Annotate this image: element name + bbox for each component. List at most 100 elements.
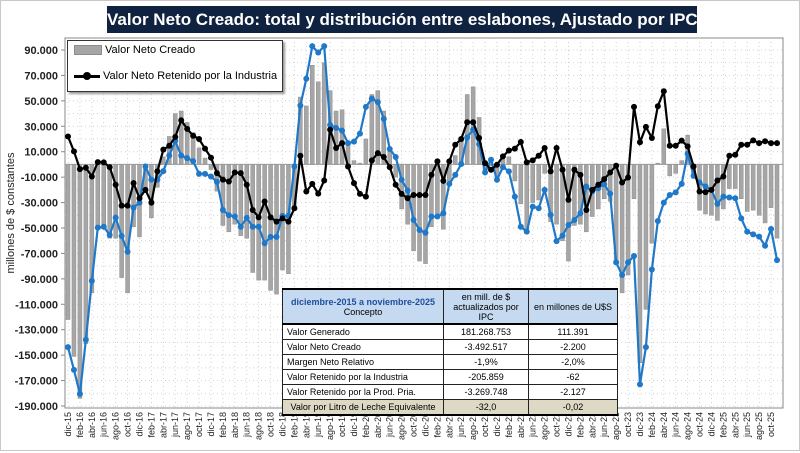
bar-valor-neto-creado: [268, 164, 273, 291]
series-producer-point: [130, 204, 137, 211]
series-industry-point: [714, 177, 721, 184]
bar-valor-neto-creado: [95, 164, 101, 226]
bar-valor-neto-creado: [333, 110, 339, 165]
bar-valor-neto-creado: [464, 94, 470, 165]
row-value-usd: -2.127: [528, 384, 618, 400]
series-producer-point: [565, 221, 572, 228]
series-producer-point: [774, 257, 780, 264]
series-industry-point: [190, 132, 197, 139]
series-producer-point: [166, 152, 173, 159]
x-tick-label: ago-16: [111, 412, 121, 440]
series-industry-point: [684, 143, 691, 150]
series-producer-point: [94, 224, 101, 231]
series-producer-point: [362, 103, 369, 110]
bar-valor-neto-creado: [262, 164, 267, 281]
y-tick-label: 50.000: [24, 96, 58, 108]
bar-valor-neto-creado: [518, 164, 524, 205]
series-industry-point: [636, 139, 643, 146]
x-tick-label: jun-20: [385, 412, 395, 438]
series-industry-point: [565, 196, 572, 203]
series-producer-point: [601, 181, 608, 188]
series-industry-point: [744, 141, 751, 148]
table-row: Valor Neto Creado -3.492.517 -2.200: [282, 339, 618, 355]
series-industry-point: [118, 202, 125, 209]
x-tick-label: jun-22: [528, 412, 538, 438]
series-industry-point: [237, 170, 244, 177]
bar-valor-neto-creado: [226, 164, 232, 233]
x-tick-label: abr-17: [158, 412, 168, 438]
series-industry-point: [255, 214, 262, 221]
series-producer-point: [142, 163, 149, 170]
bar-valor-neto-creado: [71, 164, 77, 357]
bar-valor-neto-creado: [566, 164, 571, 262]
series-industry-point: [666, 142, 673, 149]
series-industry-point: [595, 181, 602, 188]
bar-valor-neto-creado: [733, 164, 738, 189]
row-value-ars: -1,9%: [443, 354, 529, 370]
series-producer-point: [428, 213, 435, 220]
bar-valor-neto-creado: [542, 164, 547, 174]
x-tick-label: ago-20: [397, 412, 407, 440]
bar-valor-neto-creado: [208, 164, 214, 170]
bar-valor-neto-creado: [739, 164, 744, 200]
y-tick-label: -10.000: [21, 172, 58, 184]
bar-valor-neto-creado: [750, 164, 756, 211]
series-producer-point: [762, 242, 769, 249]
x-tick-label: feb-16: [75, 412, 85, 438]
row-value-ars: -32,0: [443, 399, 529, 416]
series-industry-point: [196, 136, 203, 142]
bar-valor-neto-creado: [196, 147, 202, 165]
series-industry-point: [708, 186, 715, 193]
y-tick-label: -90.000: [21, 274, 58, 286]
bar-valor-neto-creado: [119, 164, 124, 278]
x-tick-label: ago-24: [683, 412, 693, 440]
series-industry-point: [261, 198, 268, 205]
table-period: diciembre-2015 a noviembre-2025: [290, 296, 436, 307]
table-header-row: diciembre-2015 a noviembre-2025 Concepto …: [282, 288, 618, 325]
series-industry-point: [768, 140, 775, 147]
x-tick-label: dic-21: [492, 412, 502, 437]
bar-valor-neto-creado: [625, 164, 631, 276]
x-tick-label: feb-21: [432, 412, 442, 438]
series-industry-point: [440, 177, 447, 184]
bar-valor-neto-creado: [673, 164, 678, 174]
series-industry-point: [696, 188, 703, 195]
series-producer-point: [261, 240, 268, 247]
series-industry-point: [362, 193, 369, 200]
row-value-ars: -3.269.748: [443, 384, 529, 400]
x-tick-label: feb-24: [647, 412, 657, 438]
series-producer-point: [237, 223, 244, 230]
series-industry-point: [267, 214, 274, 221]
legend-item-industry: Valor Neto Retenido por la Industria: [74, 70, 277, 82]
series-producer-point: [160, 168, 167, 175]
y-tick-label: -130.000: [15, 325, 58, 337]
x-tick-label: ago-18: [254, 412, 264, 440]
y-tick-label: -30.000: [21, 198, 58, 210]
series-industry-point: [130, 180, 137, 187]
series-industry-point: [464, 119, 471, 126]
series-producer-point: [553, 238, 560, 245]
y-tick-label: 30.000: [24, 121, 58, 133]
series-industry-point: [434, 158, 441, 165]
series-industry-point: [321, 177, 328, 184]
series-industry-point: [625, 174, 632, 181]
series-producer-point: [184, 155, 191, 162]
bar-valor-neto-creado: [101, 164, 106, 225]
series-industry-point: [422, 191, 429, 198]
series-producer-point: [750, 231, 757, 238]
series-industry-point: [160, 146, 167, 153]
bar-valor-neto-creado: [756, 164, 762, 216]
series-producer-point: [660, 199, 667, 206]
x-tick-label: jun-18: [242, 412, 252, 438]
x-tick-label: abr-21: [444, 412, 454, 438]
series-producer-point: [356, 130, 363, 137]
x-tick-label: abr-22: [516, 412, 526, 438]
series-producer-point: [738, 215, 745, 222]
table-row: Valor Generado 181.268.753 111.391: [282, 323, 618, 340]
series-producer-point: [303, 75, 310, 82]
series-industry-point: [583, 206, 590, 213]
series-industry-point: [690, 163, 697, 170]
bar-valor-neto-creado: [667, 164, 673, 177]
bar-valor-neto-creado: [113, 164, 118, 239]
bar-valor-neto-creado: [339, 109, 345, 165]
